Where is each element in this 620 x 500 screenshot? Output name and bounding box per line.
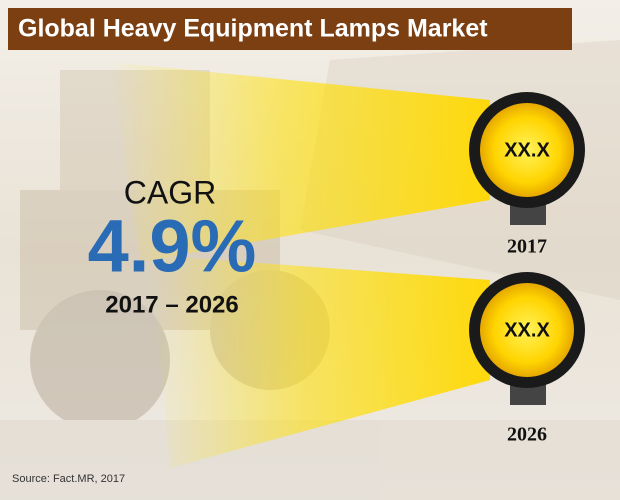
lamp-year: 2017 bbox=[507, 236, 547, 258]
light-beam bbox=[150, 255, 490, 468]
lamp-value: XX.X bbox=[504, 139, 550, 161]
title: Global Heavy Equipment Lamps Market bbox=[18, 15, 488, 43]
source: Source: Fact.MR, 2017 bbox=[12, 473, 125, 485]
cagr-value: 4.9% bbox=[88, 205, 257, 288]
light-beam bbox=[110, 62, 490, 262]
title-banner bbox=[8, 8, 572, 50]
cagr-label: CAGR bbox=[124, 174, 216, 210]
lamp-lens bbox=[480, 103, 574, 197]
lamp: XX.X bbox=[469, 272, 585, 405]
lamp-year: 2026 bbox=[507, 424, 547, 446]
lamp: XX.X bbox=[469, 92, 585, 225]
lamp-lens bbox=[480, 283, 574, 377]
lamp-value: XX.X bbox=[504, 319, 550, 341]
cagr-period: 2017 – 2026 bbox=[105, 291, 238, 318]
